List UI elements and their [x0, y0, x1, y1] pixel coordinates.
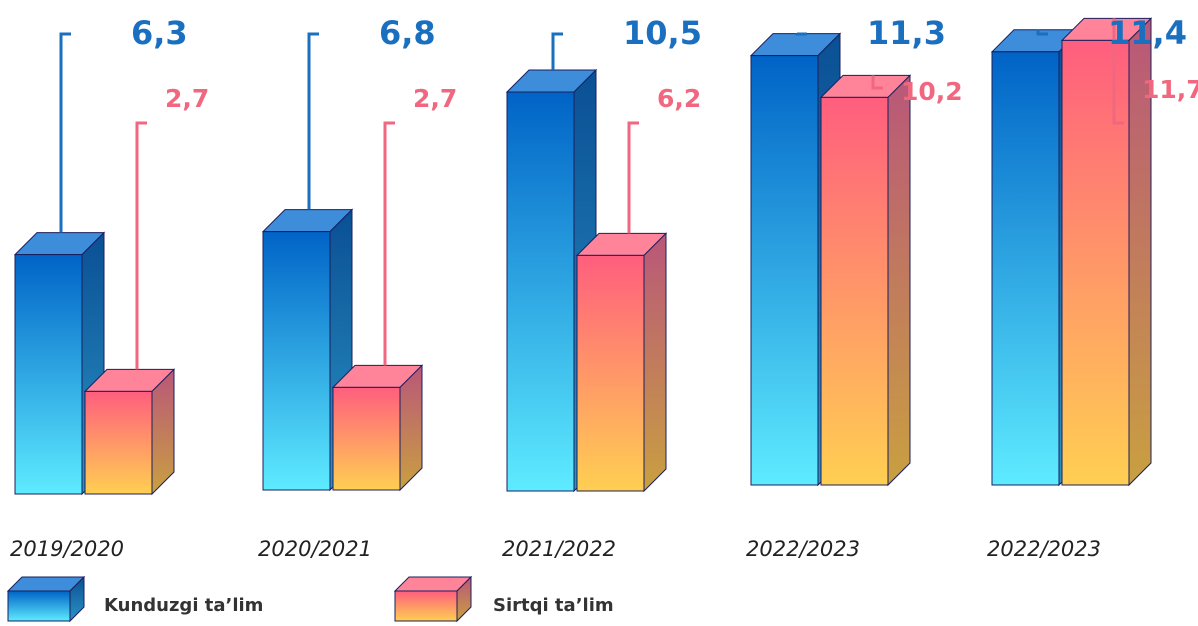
- legend-swatch-day-front: [7, 590, 71, 622]
- bar-corr-1-front: [332, 386, 401, 491]
- bar-corr-1-side: [399, 364, 423, 492]
- value-label-day-3: 11,3: [867, 14, 946, 52]
- leader-day-2: [551, 32, 563, 70]
- legend: Kunduzgi ta’lim Sirtqi ta’lim: [6, 575, 614, 623]
- value-label-day-0: 6,3: [131, 14, 188, 52]
- bar-corr-0: [83, 368, 176, 496]
- bar-day-1-front: [262, 231, 331, 491]
- bars-layer: [13, 17, 1153, 496]
- legend-swatch-corr-front: [394, 590, 458, 622]
- leader-corr-2: [627, 121, 639, 234]
- bar-day-2-front: [506, 91, 575, 492]
- bar-corr-1: [331, 364, 424, 492]
- leader-day-1: [307, 32, 319, 210]
- bar-corr-3-front: [820, 96, 889, 486]
- leader-corr-0: [135, 121, 147, 370]
- leader-day-4: [1036, 29, 1048, 36]
- leader-day-0: [59, 32, 71, 233]
- value-label-day-2: 10,5: [623, 14, 702, 52]
- category-label-3: 2022/2023: [746, 537, 860, 561]
- bar-corr-3: [819, 74, 912, 487]
- bar-corr-0-side: [151, 368, 175, 496]
- bar-corr-3-side: [887, 74, 911, 487]
- value-label-corr-3: 10,2: [901, 77, 963, 106]
- category-label-4: 2022/2023: [987, 537, 1101, 561]
- value-label-day-4: 11,4: [1108, 14, 1187, 52]
- bar-corr-2-front: [576, 254, 645, 492]
- bar-corr-4: [1060, 17, 1153, 487]
- value-label-corr-4: 11,7: [1142, 75, 1198, 104]
- value-label-corr-0: 2,7: [165, 84, 209, 113]
- bar-day-2: [505, 68, 598, 493]
- bar-corr-4-front: [1061, 39, 1130, 486]
- category-label-2: 2021/2022: [502, 537, 616, 561]
- bar-corr-0-front: [84, 390, 153, 495]
- bar-day-0-front: [14, 254, 83, 495]
- legend-label-day: Kunduzgi ta’lim: [104, 595, 263, 616]
- value-label-day-1: 6,8: [379, 14, 436, 52]
- legend-swatch-day: [6, 575, 86, 623]
- bar-corr-2: [575, 232, 668, 493]
- legend-label-corr: Sirtqi ta’lim: [493, 595, 614, 616]
- leader-corr-4: [1112, 18, 1124, 125]
- leader-corr-3: [871, 75, 883, 90]
- leader-corr-1: [383, 121, 395, 366]
- labels-layer: 6,3 2,7 2019/2020 6,8 2,7 2020/2021 10,5 6,2 202…: [10, 14, 1198, 561]
- bar-day-3-front: [750, 55, 819, 486]
- category-label-1: 2020/2021: [258, 537, 372, 561]
- bar-corr-2-side: [643, 232, 667, 493]
- legend-swatch-corr: [393, 575, 473, 623]
- value-label-corr-1: 2,7: [413, 84, 457, 113]
- bar-day-4-front: [991, 51, 1060, 486]
- category-label-0: 2019/2020: [10, 537, 124, 561]
- value-label-corr-2: 6,2: [657, 84, 701, 113]
